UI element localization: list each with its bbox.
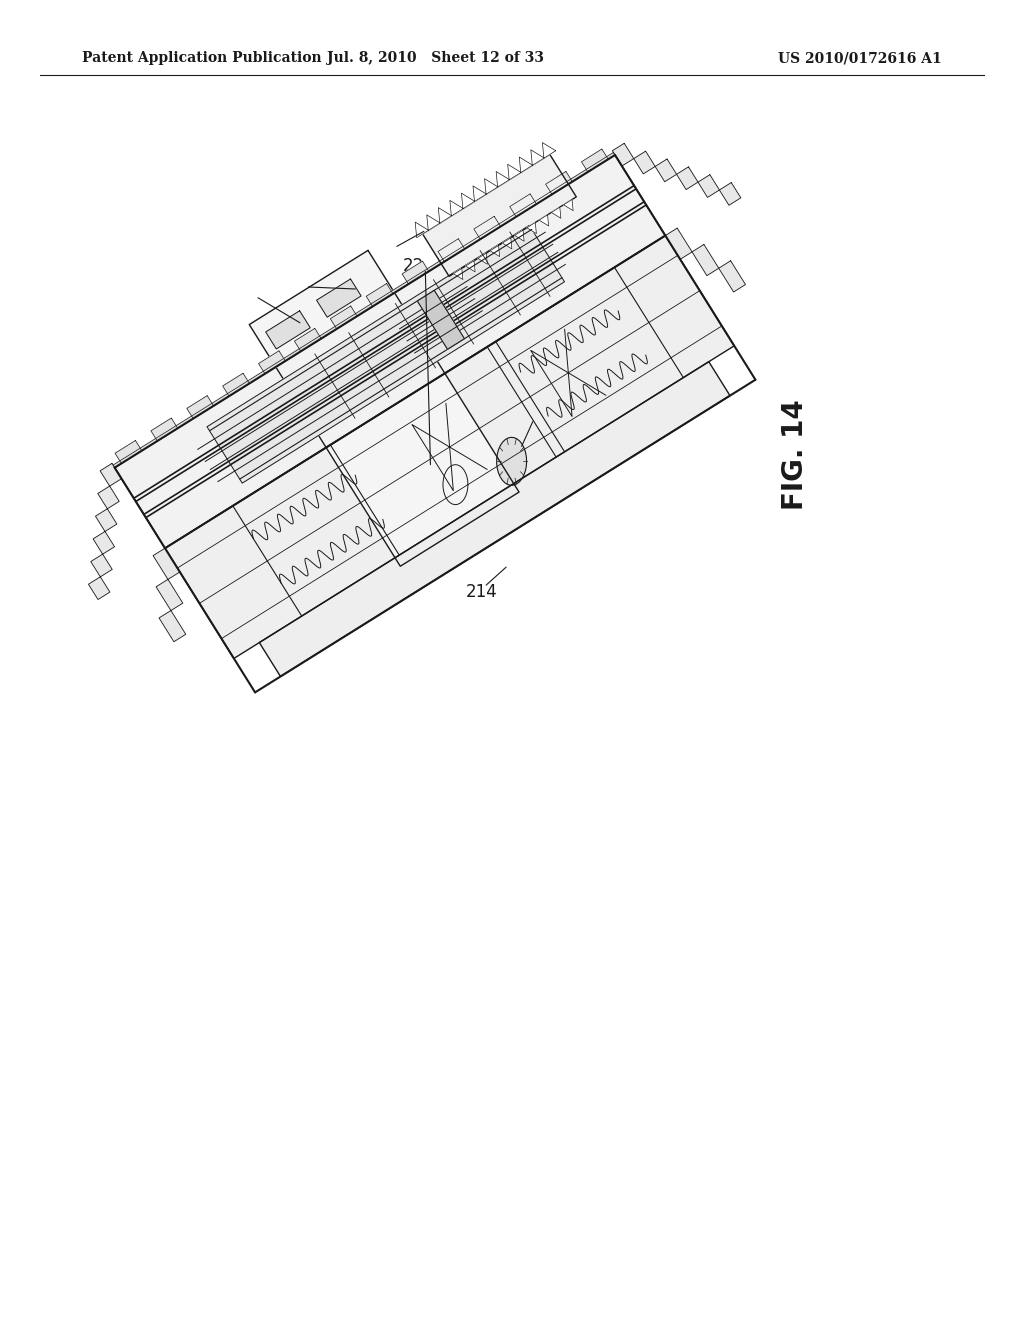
Polygon shape <box>526 223 537 234</box>
Polygon shape <box>454 268 463 280</box>
Text: Jul. 8, 2010   Sheet 12 of 33: Jul. 8, 2010 Sheet 12 of 33 <box>327 51 544 65</box>
Polygon shape <box>418 290 465 350</box>
Polygon shape <box>666 228 692 259</box>
Polygon shape <box>450 201 463 216</box>
Polygon shape <box>438 239 465 261</box>
Polygon shape <box>316 279 361 317</box>
Polygon shape <box>95 508 117 532</box>
Polygon shape <box>186 396 214 418</box>
Polygon shape <box>402 261 429 284</box>
Polygon shape <box>478 253 487 264</box>
Polygon shape <box>551 207 561 218</box>
Polygon shape <box>484 178 498 194</box>
Polygon shape <box>93 532 115 554</box>
Polygon shape <box>490 246 500 256</box>
Polygon shape <box>473 186 486 202</box>
Polygon shape <box>91 554 113 577</box>
Text: Patent Application Publication: Patent Application Publication <box>82 51 322 65</box>
Polygon shape <box>563 199 573 211</box>
Polygon shape <box>156 579 183 611</box>
Polygon shape <box>423 154 577 276</box>
Polygon shape <box>151 418 178 441</box>
Polygon shape <box>677 166 698 190</box>
Polygon shape <box>367 284 393 306</box>
Polygon shape <box>462 193 475 209</box>
Polygon shape <box>720 182 740 205</box>
Polygon shape <box>515 230 524 242</box>
Polygon shape <box>698 174 720 198</box>
Text: 24: 24 <box>358 280 380 298</box>
Text: 214: 214 <box>465 583 497 601</box>
Polygon shape <box>719 261 745 292</box>
Polygon shape <box>154 548 180 579</box>
Text: US 2010/0172616 A1: US 2010/0172616 A1 <box>778 51 942 65</box>
Polygon shape <box>474 216 501 239</box>
Polygon shape <box>503 238 512 249</box>
Polygon shape <box>413 492 453 553</box>
Polygon shape <box>519 157 532 173</box>
Polygon shape <box>113 152 615 467</box>
Polygon shape <box>331 306 357 329</box>
Polygon shape <box>543 143 556 158</box>
Text: 216: 216 <box>303 314 335 331</box>
Polygon shape <box>295 329 322 351</box>
Polygon shape <box>207 226 564 483</box>
Polygon shape <box>497 437 526 486</box>
Text: FIG. 14: FIG. 14 <box>781 400 809 511</box>
Polygon shape <box>530 149 544 165</box>
Polygon shape <box>443 465 468 504</box>
Polygon shape <box>539 215 549 226</box>
Polygon shape <box>259 351 286 374</box>
Polygon shape <box>249 251 519 566</box>
Polygon shape <box>546 172 572 194</box>
Polygon shape <box>424 434 487 535</box>
Polygon shape <box>265 310 310 348</box>
Polygon shape <box>115 154 666 548</box>
Polygon shape <box>427 215 440 231</box>
Polygon shape <box>159 611 185 642</box>
Polygon shape <box>508 164 521 180</box>
Polygon shape <box>115 441 141 463</box>
Polygon shape <box>98 486 119 508</box>
Polygon shape <box>655 158 677 182</box>
Polygon shape <box>88 577 110 599</box>
Text: 38: 38 <box>520 420 542 438</box>
Polygon shape <box>692 244 719 276</box>
Text: 46: 46 <box>427 222 447 240</box>
Polygon shape <box>165 235 734 659</box>
Polygon shape <box>259 362 730 676</box>
Polygon shape <box>497 172 510 187</box>
Polygon shape <box>415 222 428 238</box>
Polygon shape <box>222 374 250 396</box>
Polygon shape <box>100 463 122 486</box>
Polygon shape <box>510 194 537 216</box>
Polygon shape <box>612 144 634 166</box>
Polygon shape <box>582 149 608 172</box>
Polygon shape <box>438 207 452 223</box>
Polygon shape <box>634 152 655 174</box>
Polygon shape <box>466 261 475 272</box>
Text: 22: 22 <box>402 257 424 276</box>
